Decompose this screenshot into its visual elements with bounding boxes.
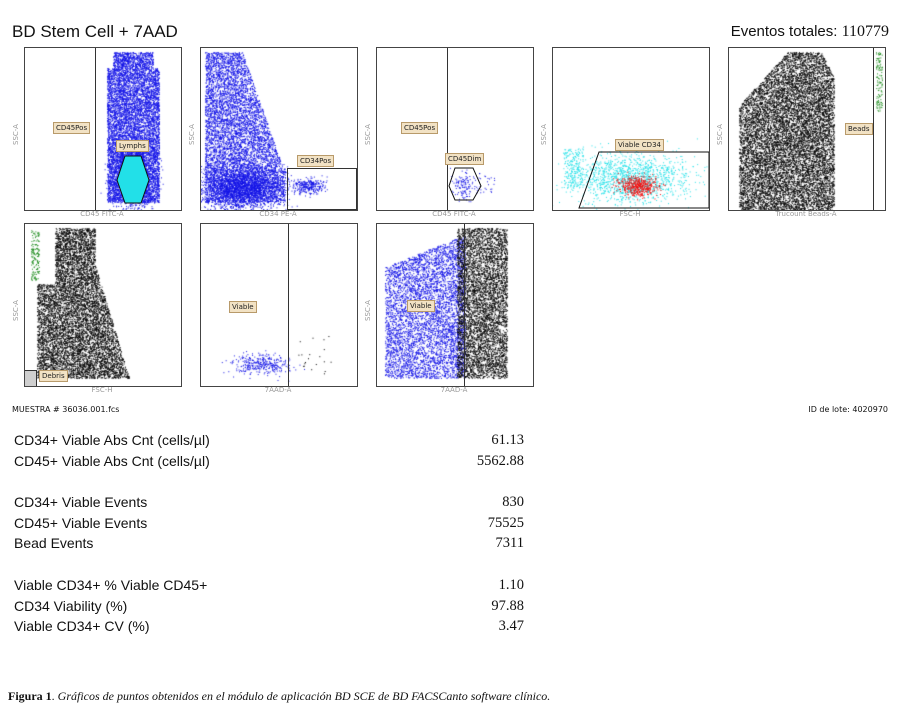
x-axis-label: 7AAD-A [264, 386, 292, 394]
y-axis-label: SSC-A [12, 300, 20, 321]
gate-label-viable: Viable [229, 301, 257, 313]
y-axis-label: SSC-A [12, 124, 20, 145]
gate-cd45pos [447, 48, 533, 210]
gate-beads [873, 48, 885, 210]
dot-plot-canvas [201, 224, 357, 386]
stat-value: 97.88 [491, 597, 524, 614]
x-axis-label: FSC-H [619, 210, 641, 218]
dot-plot-fsc-ssc-viable-cd34: Viable CD34 [552, 47, 710, 211]
gate-label-viable-cd34: Viable CD34 [615, 139, 664, 151]
stat-value: 3.47 [498, 618, 524, 635]
stat-value: 5562.88 [476, 452, 524, 469]
x-axis-label: CD34 PE-A [259, 210, 297, 218]
stat-label: CD45+ Viable Abs Cnt (cells/µl) [14, 452, 210, 469]
dot-plot-cd45-ssc: CD45Pos Lymphs [24, 47, 182, 211]
stat-row: CD34+ Viable Abs Cnt (cells/µl) 61.13 [14, 430, 524, 451]
y-axis-label: SSC-A [188, 124, 196, 145]
dot-plot-canvas [201, 48, 357, 210]
stat-label: CD34+ Viable Abs Cnt (cells/µl) [14, 432, 210, 448]
dot-plot-canvas [377, 224, 533, 386]
stat-row: CD45+ Viable Abs Cnt (cells/µl) 5562.88 [14, 451, 524, 472]
stat-row: Bead Events 7311 [14, 533, 524, 554]
stat-value: 1.10 [498, 576, 524, 593]
lymphs-gate [116, 155, 150, 204]
gate-label-lymphs: Lymphs [116, 140, 149, 152]
gate-viable [201, 224, 289, 386]
x-axis-label: CD45 FITC-A [432, 210, 476, 218]
viable-cd34-gate [578, 151, 709, 209]
y-axis-label: SSC-A [364, 300, 372, 321]
gate-label-viable: Viable [407, 300, 435, 312]
stat-row: CD34+ Viable Events 830 [14, 492, 524, 513]
x-axis-label: Trucount Beads-A [775, 210, 837, 218]
dot-plot-cd45-ssc-gated: CD45Pos CD45Dim [376, 47, 534, 211]
dot-plot-canvas [553, 48, 709, 210]
stat-label: Bead Events [14, 535, 94, 552]
total-events-label: Eventos totales: [730, 23, 838, 40]
caption-label: Figura 1 [8, 689, 52, 703]
dot-plot-7aad-ssc: Viable [376, 223, 534, 387]
figure-caption: Figura 1. Gráficos de puntos obtenidos e… [8, 689, 551, 703]
sample-file-name: MUESTRA # 36036.001.fcs [12, 405, 120, 414]
x-axis-label: FSC-H [91, 386, 113, 394]
gate-debris [25, 370, 37, 386]
statistics-table: CD34+ Viable Abs Cnt (cells/µl) 61.13 CD4… [14, 430, 524, 637]
gate-label-cd45pos: CD45Pos [53, 122, 91, 134]
stat-label: CD45+ Viable Events [14, 514, 148, 531]
dot-plot-7aad-viable: Viable [200, 223, 358, 387]
stat-row: Viable CD34+ CV (%) 3.47 [14, 616, 524, 637]
stat-label: Viable CD34+ CV (%) [14, 618, 150, 635]
gate-cd34pos [287, 168, 357, 210]
dot-plot-cd34-ssc: CD34Pos [200, 47, 358, 211]
stat-row: CD45+ Viable Events 75525 [14, 513, 524, 534]
gate-viable [377, 224, 465, 386]
stat-value: 830 [502, 494, 524, 511]
gate-label-cd34pos: CD34Pos [297, 155, 335, 167]
caption-text: Gráficos de puntos obtenidos en el módul… [57, 689, 551, 703]
stat-value: 7311 [495, 535, 524, 552]
gate-label-beads: Beads [845, 123, 873, 135]
cd45dim-gate [448, 167, 482, 201]
stat-row: CD34 Viability (%) 97.88 [14, 596, 524, 617]
stat-label: CD34+ Viable Events [14, 494, 148, 511]
stat-label: CD34 Viability (%) [14, 597, 128, 614]
x-axis-label: CD45 FITC-A [80, 210, 124, 218]
y-axis-label: SSC-A [716, 124, 724, 145]
y-axis-label: SSC-A [540, 124, 548, 145]
dot-plot-fsc-ssc-debris: Debris [24, 223, 182, 387]
report-title: BD Stem Cell + 7AAD [12, 22, 178, 41]
stat-row: Viable CD34+ % Viable CD45+ 1.10 [14, 575, 524, 596]
total-events-value: 110779 [841, 23, 889, 40]
lot-id: ID de lote: 4020970 [808, 405, 888, 414]
stat-value: 75525 [487, 514, 524, 531]
gate-label-cd45dim: CD45Dim [445, 153, 485, 165]
dot-plot-beads-ssc: Beads [728, 47, 886, 211]
y-axis-label: SSC-A [364, 124, 372, 145]
gate-label-cd45pos: CD45Pos [401, 122, 439, 134]
stat-value: 61.13 [491, 432, 524, 448]
total-events: Eventos totales: 110779 [731, 23, 889, 41]
dot-plot-canvas [25, 224, 181, 386]
stat-label: Viable CD34+ % Viable CD45+ [14, 576, 208, 593]
gate-label-debris: Debris [39, 370, 68, 382]
dot-plot-canvas [25, 48, 181, 210]
gate-cd45pos [95, 48, 181, 210]
x-axis-label: 7AAD-A [440, 386, 468, 394]
